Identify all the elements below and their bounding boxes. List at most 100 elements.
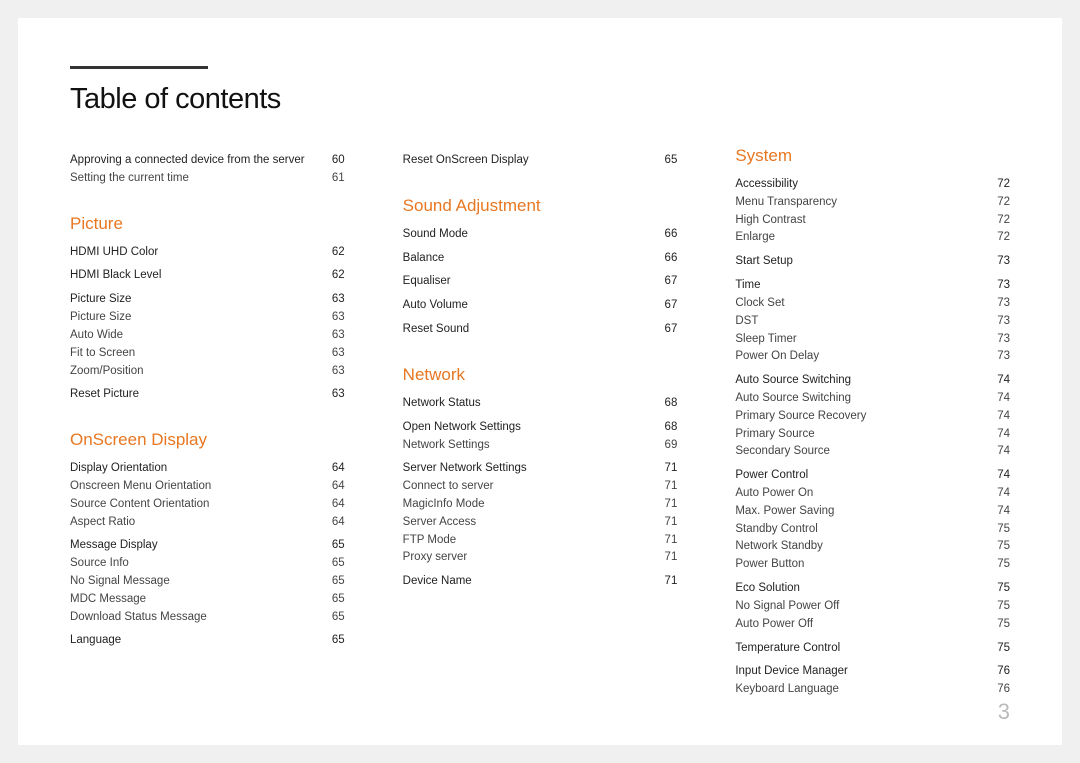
- toc-row[interactable]: DST73: [735, 313, 1010, 331]
- toc-row[interactable]: Connect to server71: [403, 478, 678, 496]
- toc-row-page: 63: [332, 345, 345, 363]
- toc-row-page: 65: [332, 537, 345, 555]
- toc-row-page: 72: [997, 176, 1010, 194]
- toc-row[interactable]: Reset OnScreen Display65: [403, 152, 678, 170]
- toc-row-page: 66: [665, 250, 678, 268]
- toc-row[interactable]: Device Name 71: [403, 573, 678, 591]
- toc-row-page: 73: [997, 348, 1010, 366]
- toc-row[interactable]: Network Status68: [403, 395, 678, 413]
- toc-row-page: 63: [332, 327, 345, 345]
- toc-row[interactable]: Max. Power Saving74: [735, 503, 1010, 521]
- toc-row[interactable]: Download Status Message65: [70, 609, 345, 627]
- toc-row-page: 76: [997, 681, 1010, 699]
- toc-row[interactable]: Source Content Orientation64: [70, 496, 345, 514]
- toc-row[interactable]: Auto Power Off75: [735, 616, 1010, 634]
- toc-row[interactable]: Primary Source74: [735, 426, 1010, 444]
- toc-row-page: 68: [665, 419, 678, 437]
- toc-row[interactable]: Server Network Settings71: [403, 460, 678, 478]
- toc-row[interactable]: Auto Source Switching74: [735, 390, 1010, 408]
- toc-row[interactable]: Secondary Source74: [735, 443, 1010, 461]
- toc-row[interactable]: MDC Message65: [70, 591, 345, 609]
- toc-row-label: Auto Power On: [735, 485, 813, 503]
- toc-row-label: Server Access: [403, 514, 477, 532]
- toc-row-label: Server Network Settings: [403, 460, 527, 478]
- toc-row-page: 60: [332, 152, 345, 170]
- toc-row-page: 71: [665, 549, 678, 567]
- toc-row[interactable]: Equaliser67: [403, 273, 678, 291]
- toc-row[interactable]: Temperature Control75: [735, 640, 1010, 658]
- toc-row[interactable]: Auto Power On74: [735, 485, 1010, 503]
- toc-row[interactable]: Reset Picture63: [70, 386, 345, 404]
- toc-row[interactable]: No Signal Message65: [70, 573, 345, 591]
- toc-row[interactable]: Setting the current time61: [70, 170, 345, 188]
- section-heading: Sound Adjustment: [403, 196, 678, 216]
- toc-row[interactable]: FTP Mode71: [403, 532, 678, 550]
- toc-row[interactable]: Source Info65: [70, 555, 345, 573]
- toc-row[interactable]: Onscreen Menu Orientation64: [70, 478, 345, 496]
- toc-row[interactable]: Picture Size63: [70, 309, 345, 327]
- toc-row[interactable]: Auto Source Switching74: [735, 372, 1010, 390]
- toc-row-label: Connect to server: [403, 478, 494, 496]
- toc-columns: Approving a connected device from the se…: [70, 146, 1010, 699]
- toc-row[interactable]: Auto Volume67: [403, 297, 678, 315]
- accent-bar: [70, 66, 208, 69]
- toc-row[interactable]: Accessibility72: [735, 176, 1010, 194]
- toc-row[interactable]: Power Control74: [735, 467, 1010, 485]
- toc-row-label: Standby Control: [735, 521, 817, 539]
- toc-row[interactable]: Approving a connected device from the se…: [70, 152, 345, 170]
- toc-row[interactable]: Start Setup73: [735, 253, 1010, 271]
- toc-row[interactable]: Aspect Ratio64: [70, 514, 345, 532]
- toc-row[interactable]: Standby Control75: [735, 521, 1010, 539]
- toc-row-page: 61: [332, 170, 345, 188]
- toc-column: SystemAccessibility72Menu Transparency72…: [735, 146, 1010, 699]
- toc-row[interactable]: Proxy server71: [403, 549, 678, 567]
- toc-row-label: Sound Mode: [403, 226, 468, 244]
- toc-row[interactable]: MagicInfo Mode71: [403, 496, 678, 514]
- document-page: Table of contents Approving a connected …: [18, 18, 1062, 745]
- toc-row[interactable]: Power On Delay73: [735, 348, 1010, 366]
- toc-column: Approving a connected device from the se…: [70, 146, 345, 699]
- toc-row-page: 74: [997, 467, 1010, 485]
- toc-row[interactable]: Zoom/Position63: [70, 363, 345, 381]
- toc-row-label: Reset Picture: [70, 386, 139, 404]
- toc-row[interactable]: Clock Set73: [735, 295, 1010, 313]
- toc-row[interactable]: HDMI UHD Color62: [70, 244, 345, 262]
- toc-row[interactable]: Eco Solution75: [735, 580, 1010, 598]
- toc-row-page: 71: [665, 573, 678, 591]
- toc-row[interactable]: Fit to Screen63: [70, 345, 345, 363]
- toc-row-label: Device Name: [403, 573, 472, 591]
- toc-row-label: Language: [70, 632, 121, 650]
- toc-row-page: 75: [997, 598, 1010, 616]
- toc-row[interactable]: Keyboard Language76: [735, 681, 1010, 699]
- toc-row-page: 75: [997, 616, 1010, 634]
- toc-row[interactable]: Sleep Timer73: [735, 331, 1010, 349]
- toc-row-page: 67: [665, 273, 678, 291]
- toc-row-label: Temperature Control: [735, 640, 840, 658]
- toc-row[interactable]: High Contrast72: [735, 212, 1010, 230]
- toc-row[interactable]: HDMI Black Level62: [70, 267, 345, 285]
- toc-row[interactable]: Display Orientation64: [70, 460, 345, 478]
- toc-row-page: 68: [665, 395, 678, 413]
- toc-row[interactable]: Language65: [70, 632, 345, 650]
- toc-row[interactable]: Message Display65: [70, 537, 345, 555]
- toc-row[interactable]: Time73: [735, 277, 1010, 295]
- toc-row[interactable]: Input Device Manager76: [735, 663, 1010, 681]
- toc-row[interactable]: Auto Wide63: [70, 327, 345, 345]
- toc-row-page: 73: [997, 253, 1010, 271]
- toc-row-page: 74: [997, 503, 1010, 521]
- toc-row[interactable]: Network Settings69: [403, 437, 678, 455]
- toc-row[interactable]: Picture Size63: [70, 291, 345, 309]
- toc-row[interactable]: Open Network Settings68: [403, 419, 678, 437]
- toc-row[interactable]: Power Button75: [735, 556, 1010, 574]
- toc-row[interactable]: Server Access71: [403, 514, 678, 532]
- toc-row-label: Auto Source Switching: [735, 372, 851, 390]
- toc-row-page: 75: [997, 556, 1010, 574]
- toc-row[interactable]: Primary Source Recovery74: [735, 408, 1010, 426]
- toc-row[interactable]: Network Standby75: [735, 538, 1010, 556]
- toc-row[interactable]: Balance66: [403, 250, 678, 268]
- toc-row[interactable]: Sound Mode66: [403, 226, 678, 244]
- toc-row[interactable]: No Signal Power Off75: [735, 598, 1010, 616]
- toc-row[interactable]: Menu Transparency72: [735, 194, 1010, 212]
- toc-row[interactable]: Reset Sound67: [403, 321, 678, 339]
- toc-row[interactable]: Enlarge72: [735, 229, 1010, 247]
